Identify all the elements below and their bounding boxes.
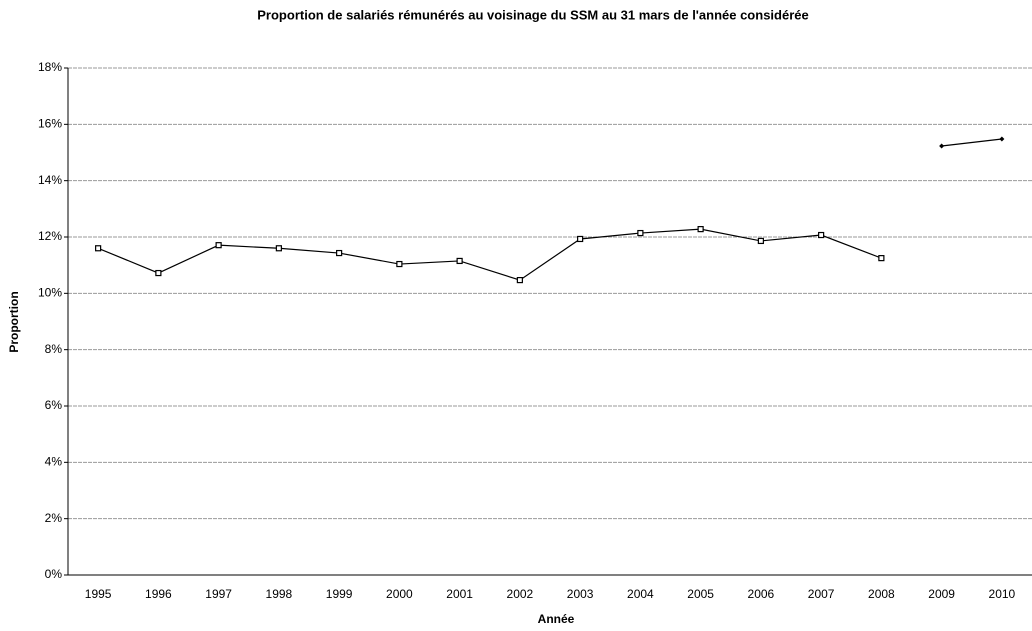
x-axis-title: Année	[538, 612, 575, 626]
x-tick-label: 2002	[507, 587, 534, 601]
x-tick-label: 2009	[928, 587, 955, 601]
x-tick-label: 2006	[748, 587, 775, 601]
y-tick-label: 2%	[45, 511, 63, 525]
x-tick-label: 1997	[205, 587, 232, 601]
series-line	[97, 228, 882, 281]
x-tick-label: 2007	[808, 587, 835, 601]
y-tick-label: 6%	[45, 398, 63, 412]
x-tick-label: 2010	[989, 587, 1016, 601]
x-tick-label: 2005	[687, 587, 714, 601]
point-marker	[878, 255, 885, 262]
point-marker	[757, 237, 764, 245]
point-marker	[577, 235, 584, 243]
point-marker	[697, 226, 704, 233]
point-marker	[939, 143, 945, 149]
point-marker	[396, 260, 403, 268]
point-marker	[95, 245, 102, 252]
point-marker	[516, 276, 523, 284]
x-tick-label: 1995	[85, 587, 112, 601]
y-tick-label: 10%	[38, 286, 62, 300]
point-marker	[336, 249, 343, 257]
x-tick-label: 1999	[326, 587, 353, 601]
y-tick-label: 12%	[38, 229, 62, 243]
y-axis-title: Proportion	[7, 291, 21, 352]
y-tick-label: 14%	[38, 173, 62, 187]
y-tick-label: 0%	[45, 567, 63, 581]
y-tick-label: 4%	[45, 455, 63, 469]
point-marker	[818, 231, 825, 239]
x-tick-label: 2001	[446, 587, 473, 601]
point-marker	[456, 257, 463, 265]
point-marker	[155, 269, 162, 277]
x-tick-label: 2008	[868, 587, 895, 601]
point-marker	[215, 242, 222, 249]
series-line	[941, 138, 1002, 147]
y-tick-label: 8%	[45, 342, 63, 356]
point-marker	[999, 136, 1005, 142]
x-tick-label: 2003	[567, 587, 594, 601]
y-tick-label: 18%	[38, 60, 62, 74]
chart-title: Proportion de salariés rémunérés au vois…	[257, 7, 808, 22]
point-marker	[275, 245, 282, 252]
x-tick-label: 2004	[627, 587, 654, 601]
x-tick-label: 1998	[266, 587, 293, 601]
x-tick-label: 1996	[145, 587, 172, 601]
y-tick-label: 16%	[38, 117, 62, 131]
x-tick-label: 2000	[386, 587, 413, 601]
point-marker	[637, 229, 644, 237]
